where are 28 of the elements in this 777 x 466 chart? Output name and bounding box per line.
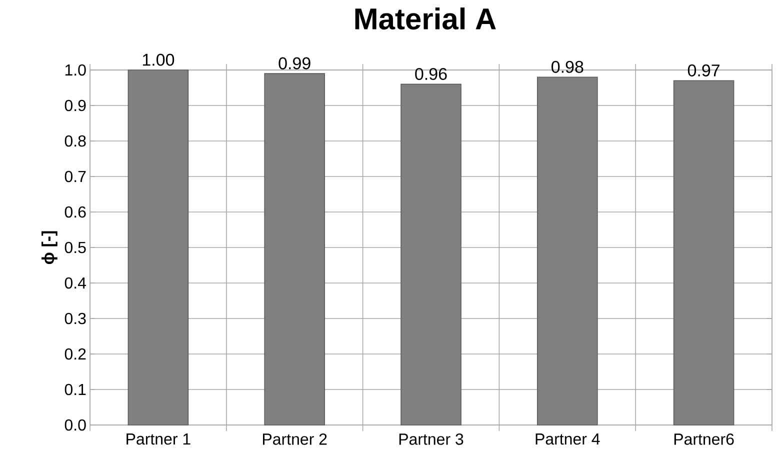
y-tick-label: 0.2: [64, 348, 86, 360]
data-label: 0.96: [415, 68, 447, 80]
x-tick-label: Partner 3: [399, 434, 464, 445]
x-tick-label: Partner6: [674, 434, 734, 445]
bar: [264, 73, 326, 426]
y-tick-label: 0.7: [64, 170, 86, 182]
data-label: 0.99: [278, 57, 310, 70]
y-tick-label: 0.8: [64, 135, 86, 147]
bar: [537, 76, 598, 426]
data-label: 1.00: [142, 54, 174, 66]
x-tick-label: Partner 4: [536, 434, 600, 445]
y-tick-label: 0.9: [64, 100, 86, 112]
y-tick-label: 0.5: [64, 242, 86, 254]
bar: [673, 80, 734, 426]
y-axis-title: ϕ [-]: [42, 231, 58, 264]
data-label: 0.97: [688, 64, 720, 76]
x-tick-label: Partner 1: [126, 434, 190, 445]
y-tick-label: 0.4: [64, 277, 86, 289]
y-tick-label: 0.0: [64, 419, 86, 431]
bar: [128, 70, 189, 426]
bar: [400, 84, 462, 426]
y-tick-label: 0.1: [64, 384, 86, 396]
chart-title: Material A: [355, 8, 496, 30]
data-label: 0.98: [552, 60, 584, 73]
y-tick-label: 0.6: [64, 206, 86, 218]
y-tick-label: 0.3: [64, 312, 86, 324]
x-tick-label: Partner 2: [263, 434, 327, 445]
y-tick-label: 1.0: [65, 64, 86, 76]
